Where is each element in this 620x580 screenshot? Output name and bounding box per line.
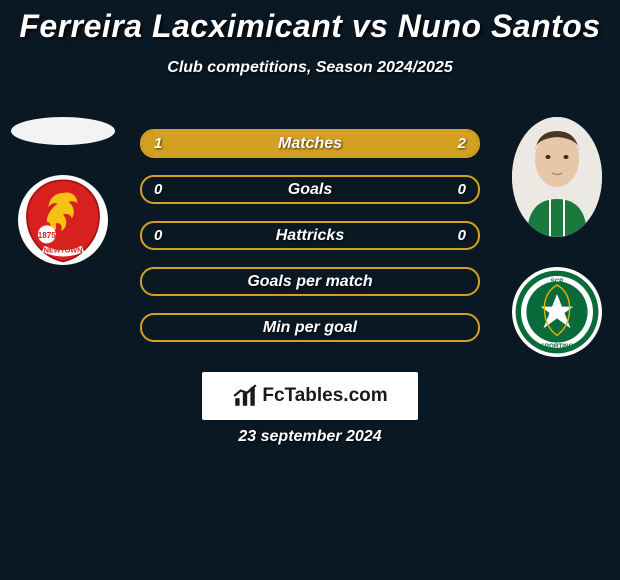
stat-bar-row: Goals per match <box>140 267 480 296</box>
stat-bar-row: 00Goals <box>140 175 480 204</box>
stat-bar-row: Min per goal <box>140 313 480 342</box>
page-title: Ferreira Lacximicant vs Nuno Santos <box>0 0 620 45</box>
right-player-column: SCP SPORTING <box>502 117 612 357</box>
left-player-photo-placeholder <box>11 117 115 145</box>
stat-bar-row: 00Hattricks <box>140 221 480 250</box>
player-portrait-icon <box>512 117 602 237</box>
bar-label: Goals <box>142 181 478 199</box>
newtown-badge-icon: 1875 NEWTOWN <box>18 175 108 265</box>
bar-label: Hattricks <box>142 227 478 245</box>
chart-icon <box>232 383 258 409</box>
page-subtitle: Club competitions, Season 2024/2025 <box>0 59 620 77</box>
svg-text:1875: 1875 <box>38 231 56 240</box>
svg-text:SCP: SCP <box>551 278 564 285</box>
svg-text:SPORTING: SPORTING <box>541 343 574 350</box>
svg-text:NEWTOWN: NEWTOWN <box>44 245 83 254</box>
footer-date: 23 september 2024 <box>0 428 620 446</box>
left-club-badge: 1875 NEWTOWN <box>18 175 108 265</box>
brand-logo: FcTables.com <box>202 372 418 420</box>
right-player-photo <box>512 117 602 237</box>
left-player-column: 1875 NEWTOWN <box>8 117 118 265</box>
bar-label: Matches <box>142 135 478 153</box>
sporting-badge-icon: SCP SPORTING <box>512 267 602 357</box>
brand-name: FcTables.com <box>262 385 387 407</box>
bar-label: Min per goal <box>142 319 478 337</box>
stat-bar-row: 12Matches <box>140 129 480 158</box>
stat-bars: 12Matches 00Goals 00Hattricks Goals per mat… <box>140 129 480 342</box>
right-club-badge: SCP SPORTING <box>512 267 602 357</box>
bar-label: Goals per match <box>142 273 478 291</box>
